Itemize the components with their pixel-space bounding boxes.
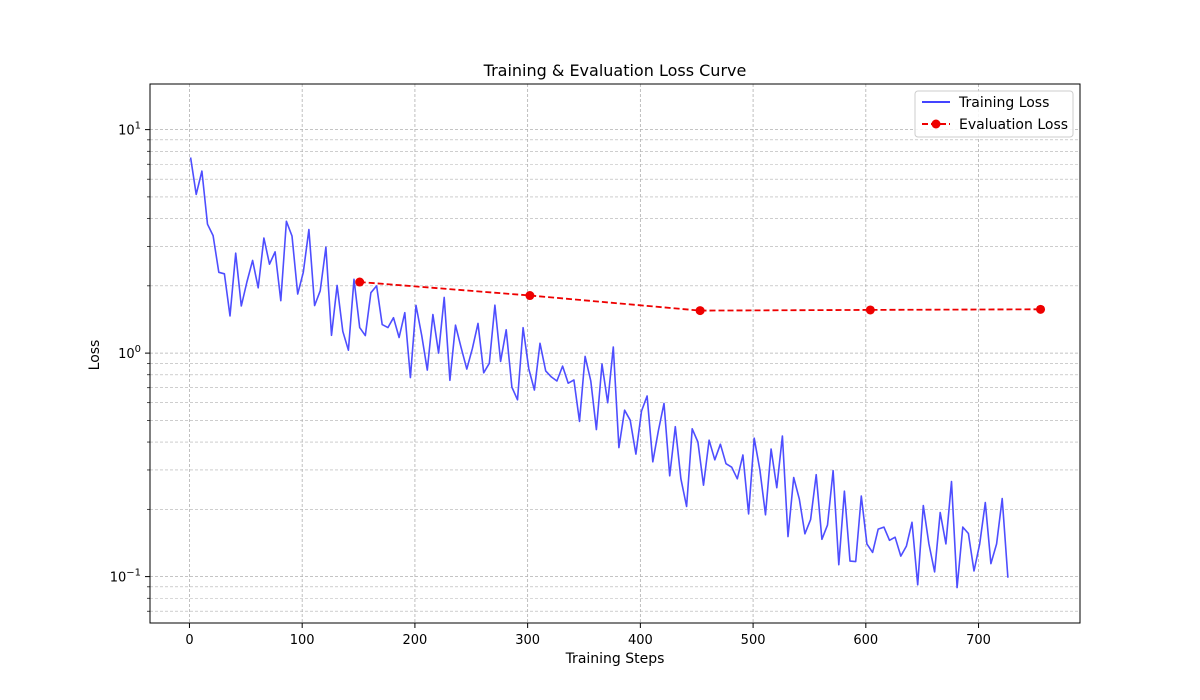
legend-label-training: Training Loss xyxy=(958,95,1049,111)
x-axis-label: Training Steps xyxy=(565,651,665,667)
evaluation-loss-point xyxy=(695,306,705,316)
y-axis-label: Loss xyxy=(87,340,103,371)
legend: Training Loss Evaluation Loss xyxy=(914,90,1074,138)
legend-marker-evaluation xyxy=(931,119,941,129)
training-loss-line xyxy=(189,157,1009,589)
y-tick-label: 101 xyxy=(118,121,141,139)
x-tick-label: 0 xyxy=(185,633,193,648)
evaluation-loss-line xyxy=(359,281,1041,312)
evaluation-loss-point xyxy=(355,277,365,287)
evaluation-loss-point xyxy=(1036,304,1046,314)
legend-box xyxy=(914,90,1074,138)
x-tick-label: 200 xyxy=(402,633,427,648)
x-tick-label: 700 xyxy=(966,633,991,648)
x-tick-label: 500 xyxy=(741,633,766,648)
legend-label-evaluation: Evaluation Loss xyxy=(959,117,1068,133)
evaluation-loss-point xyxy=(865,305,875,315)
chart-title: Training & Evaluation Loss Curve xyxy=(483,61,747,80)
y-tick-label: 100 xyxy=(118,344,141,362)
plot-series xyxy=(189,157,1046,589)
x-tick-label: 400 xyxy=(628,633,653,648)
x-tick-label: 300 xyxy=(515,633,540,648)
evaluation-loss-point xyxy=(525,291,535,301)
x-tick-label: 600 xyxy=(853,633,878,648)
y-tick-label: 10−1 xyxy=(110,568,141,586)
axis-ticks: 0 100 200 300 400 500 600 700 10−1 100 101 xyxy=(110,121,991,648)
x-tick-label: 100 xyxy=(290,633,315,648)
